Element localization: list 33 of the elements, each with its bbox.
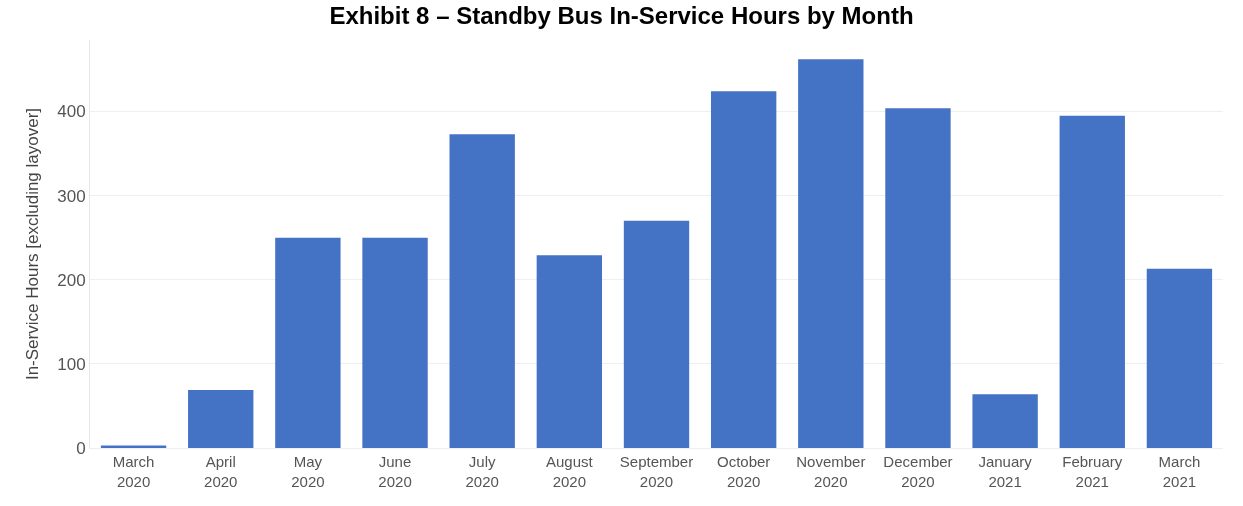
bar	[885, 108, 951, 448]
x-tick-label: October 2020	[716, 453, 771, 490]
bar	[536, 255, 603, 448]
y-tick-label: 200	[57, 270, 86, 290]
x-tick-label: November 2020	[796, 453, 866, 490]
x-tick-label: March 2020	[112, 453, 155, 490]
y-tick-label: 300	[57, 186, 86, 206]
bar	[710, 91, 777, 448]
x-tick-label: December 2020	[883, 453, 953, 490]
y-tick-label: 100	[57, 354, 86, 374]
y-axis-title: In-Service Hours [excluding layover]	[22, 107, 42, 381]
chart-title: Exhibit 8 – Standby Bus In-Service Hours by Month	[329, 2, 914, 30]
bar	[188, 389, 254, 448]
bar	[275, 237, 341, 448]
bar	[1059, 115, 1125, 448]
x-tick-label: July 2020	[465, 453, 499, 490]
x-tick-label: May 2020	[291, 453, 325, 490]
x-tick-label: February 2021	[1062, 453, 1123, 490]
bar	[623, 220, 690, 448]
bar	[362, 237, 428, 448]
bar	[100, 445, 167, 448]
bar	[798, 59, 864, 448]
y-tick-label: 400	[57, 102, 86, 122]
bar	[1146, 268, 1213, 448]
x-tick-label: September 2020	[619, 453, 694, 490]
y-tick-label: 0	[76, 438, 86, 458]
bar	[972, 394, 1038, 448]
bar	[449, 134, 515, 448]
x-tick-label: March 2021	[1158, 453, 1201, 490]
x-tick-label: June 2020	[378, 453, 412, 490]
x-tick-label: April 2020	[204, 453, 238, 490]
x-tick-label: August 2020	[546, 453, 594, 490]
x-tick-label: January 2021	[978, 453, 1033, 490]
